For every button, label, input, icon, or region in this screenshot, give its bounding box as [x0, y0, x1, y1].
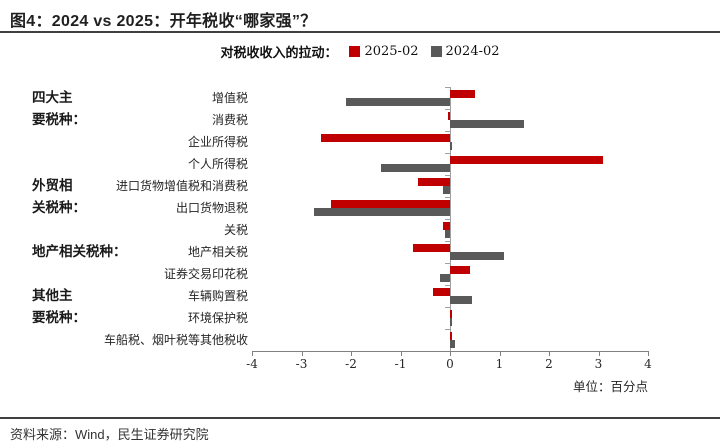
bar-2025-02 — [417, 177, 450, 186]
category-labels: 增值税消费税企业所得税个人所得税进口货物增值税和消费税出口货物退税关税地产相关税… — [95, 87, 248, 351]
bar-2024-02 — [440, 274, 450, 282]
category-label: 进口货物增值税和消费税 — [115, 179, 248, 193]
x-tick-label: -4 — [246, 357, 258, 371]
bar-2024-02 — [450, 252, 505, 260]
bar-2025-02 — [321, 133, 450, 142]
group-labels: 四大主 要税种： 外贸相 关税种： 地产相关税种： 其他主 要税种： — [32, 87, 182, 351]
bar-2024-02 — [450, 142, 453, 150]
legend-item-2024-02: 2024-02 — [430, 43, 500, 59]
bar-2024-02 — [450, 120, 525, 128]
unit-label: 单位：百分点 — [572, 379, 648, 394]
x-tick-label: -2 — [345, 357, 357, 371]
bar-2025-02 — [450, 265, 470, 274]
group-label-0: 四大主 要税种： — [32, 90, 86, 127]
row-boundary-tick — [445, 131, 450, 132]
zero-axis-line — [449, 87, 451, 351]
bar-2024-02 — [450, 340, 455, 348]
row-boundary-tick — [445, 307, 450, 308]
category-label: 消费税 — [211, 113, 248, 127]
x-tick-label: 3 — [594, 357, 603, 371]
x-axis-line — [252, 351, 649, 352]
category-label: 证券交易印花税 — [163, 267, 248, 281]
bar-2025-02 — [442, 221, 450, 230]
footer-rule — [0, 417, 720, 419]
legend-swatch-2024-02 — [430, 45, 442, 57]
category-label: 企业所得税 — [187, 135, 248, 149]
x-tick-label: 4 — [644, 357, 652, 371]
bar-2025-02 — [432, 287, 450, 296]
bar-2025-02 — [450, 331, 452, 340]
x-axis-tick — [598, 352, 600, 356]
row-boundary-tick — [445, 87, 450, 88]
row-boundary-tick — [445, 241, 450, 242]
bar-2024-02 — [450, 318, 452, 326]
x-tick-label: 2 — [545, 357, 553, 371]
x-tick-label: 0 — [446, 357, 454, 371]
x-axis-tick — [549, 352, 550, 356]
group-label-3: 其他主 要税种： — [32, 288, 86, 325]
legend-items: 2025-02 2024-02 — [349, 43, 500, 59]
bar-2025-02 — [450, 155, 604, 164]
legend-item-label: 2024-02 — [445, 43, 500, 59]
category-label: 车辆购置税 — [187, 289, 248, 303]
bar-2025-02 — [447, 111, 450, 120]
bar-2025-02 — [331, 199, 450, 208]
bar-2025-02 — [450, 309, 453, 318]
bar-2025-02 — [412, 243, 450, 252]
row-boundary-tick — [445, 285, 450, 286]
legend-swatch-2025-02 — [349, 45, 361, 57]
category-label: 环境保护税 — [187, 311, 248, 325]
group-label-2: 地产相关税种： — [32, 244, 127, 259]
row-boundary-tick — [445, 263, 450, 264]
bar-2024-02 — [313, 208, 450, 216]
x-axis-tick — [648, 352, 649, 356]
row-boundary-tick — [445, 197, 450, 198]
bar-2024-02 — [442, 186, 450, 194]
x-axis-tick — [450, 352, 451, 356]
x-tick-label: -3 — [295, 357, 308, 371]
x-axis-tick — [252, 352, 253, 356]
bar-2024-02 — [450, 296, 473, 304]
row-boundary-tick — [445, 153, 450, 154]
category-label: 地产相关税 — [187, 245, 248, 259]
row-boundary-tick — [445, 175, 450, 176]
row-boundary-tick — [445, 109, 450, 110]
category-label: 关税 — [223, 223, 248, 237]
source-text: 资料来源：Wind，民生证券研究院 — [10, 427, 209, 442]
legend-item-2025-02: 2025-02 — [349, 43, 419, 59]
title-rule — [0, 31, 720, 33]
category-label: 增值税 — [211, 91, 248, 105]
legend-item-label: 2025-02 — [364, 43, 419, 59]
category-label: 个人所得税 — [187, 157, 248, 171]
x-tick-label: -1 — [394, 357, 407, 371]
x-axis-tick — [499, 352, 501, 356]
bar-2024-02 — [445, 230, 450, 238]
group-label-1: 外贸相 关税种： — [32, 178, 86, 215]
bar-2025-02 — [450, 89, 475, 98]
legend: 对税收收入的拉动： 2025-02 2024-02 — [0, 42, 720, 60]
category-label: 车船税、烟叶税等其他税收 — [103, 333, 248, 347]
row-boundary-tick — [445, 219, 450, 220]
x-tick-label: 1 — [495, 357, 504, 371]
bar-2024-02 — [380, 164, 450, 172]
x-axis-tick — [400, 352, 402, 356]
row-boundary-tick — [445, 329, 450, 330]
legend-caption: 对税收收入的拉动： — [220, 44, 338, 60]
x-axis-tick — [351, 352, 352, 356]
bar-2024-02 — [346, 98, 450, 106]
chart-title: 图4：2024 vs 2025：开年税收“哪家强”？ — [10, 13, 317, 30]
x-axis-tick — [301, 352, 303, 356]
category-label: 出口货物退税 — [175, 201, 248, 215]
